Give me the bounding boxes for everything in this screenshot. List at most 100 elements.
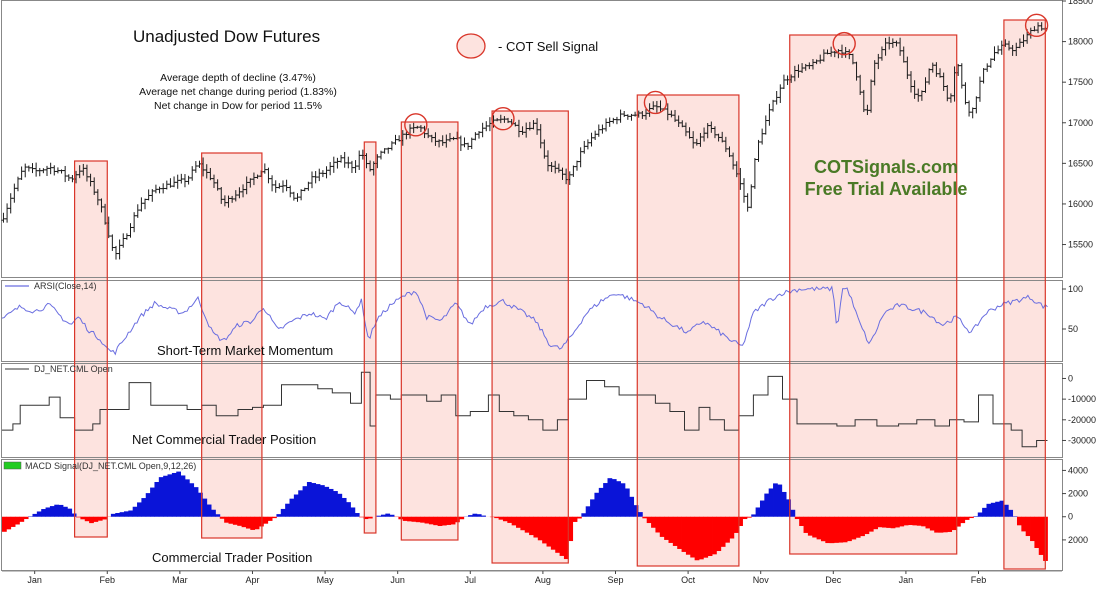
macd-y-tick-label: 2000 bbox=[1068, 535, 1088, 545]
macd-bar bbox=[45, 507, 51, 517]
macd-bar bbox=[956, 516, 961, 527]
macd-bar bbox=[193, 487, 199, 517]
macd-bar bbox=[102, 516, 107, 520]
macd-bar bbox=[690, 516, 696, 558]
macd-bar bbox=[315, 484, 321, 517]
macd-bar bbox=[646, 516, 652, 524]
highlight-period bbox=[1003, 19, 1046, 570]
highlight-period-fill bbox=[401, 122, 458, 540]
momentum-line bbox=[1, 285, 1048, 356]
macd-bar bbox=[581, 513, 587, 517]
x-tick-label: Sep bbox=[607, 575, 623, 585]
macd-bar bbox=[437, 516, 443, 526]
macd-bar bbox=[773, 483, 778, 517]
macd-bar bbox=[629, 496, 635, 517]
macd-bar bbox=[23, 516, 29, 520]
macd-bar bbox=[320, 485, 325, 517]
macd-bar bbox=[428, 516, 434, 525]
macd-bar bbox=[855, 516, 861, 538]
macd-bar bbox=[228, 516, 234, 524]
x-tick-label: Feb bbox=[100, 575, 116, 585]
macd-bar bbox=[899, 516, 905, 527]
macd-bar bbox=[359, 516, 364, 518]
macd-bar bbox=[407, 516, 412, 522]
macd-bar bbox=[58, 504, 64, 517]
macd-bar bbox=[1008, 509, 1014, 517]
highlight-period bbox=[74, 160, 108, 538]
macd-bar bbox=[402, 516, 408, 521]
macd-bar bbox=[411, 516, 417, 522]
macd-bar bbox=[420, 516, 425, 523]
macd-bar bbox=[211, 509, 216, 517]
cot-panel-label: DJ_NET.CML Open bbox=[34, 364, 113, 374]
macd-bar bbox=[446, 516, 452, 525]
x-tick-label: Apr bbox=[245, 575, 259, 585]
macd-bar bbox=[563, 516, 569, 560]
macd-bar bbox=[542, 516, 547, 544]
macd-bar bbox=[868, 516, 874, 532]
macd-bar bbox=[655, 516, 661, 533]
macd-label-group: MACD Signal(DJ_NET.CML Open,9,12,26) bbox=[3, 461, 196, 471]
highlight-period-fill bbox=[637, 95, 739, 566]
macd-bar bbox=[995, 501, 1000, 517]
macd-bar bbox=[32, 513, 38, 517]
macd-bar bbox=[764, 493, 770, 517]
macd-bar bbox=[725, 516, 730, 543]
macd-bar bbox=[712, 516, 717, 555]
highlight-layer bbox=[74, 20, 1046, 569]
macd-bar bbox=[367, 516, 373, 519]
macd-bar bbox=[903, 516, 909, 526]
sell-signal-legend: - COT Sell Signal bbox=[456, 33, 598, 59]
macd-bar bbox=[790, 509, 796, 517]
cot-y-tick-label: -30000 bbox=[1068, 435, 1096, 445]
macd-bar bbox=[1021, 516, 1027, 532]
macd-bar bbox=[433, 516, 439, 526]
macd-bar bbox=[498, 516, 504, 520]
macd-bar bbox=[947, 516, 953, 532]
macd-bar bbox=[245, 516, 251, 529]
macd-bar bbox=[293, 494, 299, 517]
macd-bar bbox=[603, 483, 608, 517]
price-y-tick-label: 17000 bbox=[1068, 118, 1093, 128]
macd-bar bbox=[41, 509, 46, 517]
series-layer bbox=[1, 22, 1048, 561]
cot-y-tick-label: 0 bbox=[1068, 373, 1073, 383]
macd-bar bbox=[681, 516, 687, 552]
macd-bar bbox=[54, 504, 60, 517]
macd-bar bbox=[119, 512, 125, 517]
macd-bar bbox=[908, 516, 913, 526]
macd-bar bbox=[703, 516, 709, 558]
macd-bar bbox=[781, 491, 787, 517]
macd-bar bbox=[62, 506, 68, 517]
macd-bar bbox=[533, 516, 539, 538]
macd-bar bbox=[380, 514, 386, 517]
macd-bar bbox=[969, 516, 974, 519]
macd-bar bbox=[886, 516, 892, 528]
macd-bar bbox=[10, 516, 16, 527]
macd-bar bbox=[664, 516, 669, 540]
macd-bar bbox=[341, 497, 347, 517]
stat-depth-of-decline: Average depth of decline (3.47%) bbox=[160, 72, 316, 84]
macd-bar bbox=[716, 516, 722, 552]
macd-bar bbox=[585, 506, 591, 517]
brand-watermark-line1: COTSignals.com bbox=[814, 157, 958, 177]
macd-bar bbox=[145, 493, 151, 517]
macd-bar bbox=[742, 516, 748, 520]
macd-bar bbox=[572, 516, 578, 522]
highlight-border-layer bbox=[74, 19, 1046, 570]
macd-bar bbox=[1030, 516, 1035, 542]
highlight-period bbox=[789, 34, 958, 555]
price-y-tick-label: 18500 bbox=[1068, 0, 1093, 6]
macd-bar bbox=[328, 488, 334, 517]
macd-bar bbox=[977, 512, 983, 517]
macd-bar bbox=[250, 516, 256, 530]
price-panel-frame bbox=[1, 0, 1063, 278]
macd-bar bbox=[441, 516, 447, 526]
macd-bar bbox=[929, 516, 935, 531]
macd-bar bbox=[49, 506, 55, 517]
macd-bar bbox=[698, 516, 704, 560]
cot-panel-frame bbox=[1, 363, 1063, 458]
macd-bar bbox=[237, 516, 242, 526]
macd-bar bbox=[820, 516, 826, 542]
macd-bar bbox=[333, 491, 338, 517]
